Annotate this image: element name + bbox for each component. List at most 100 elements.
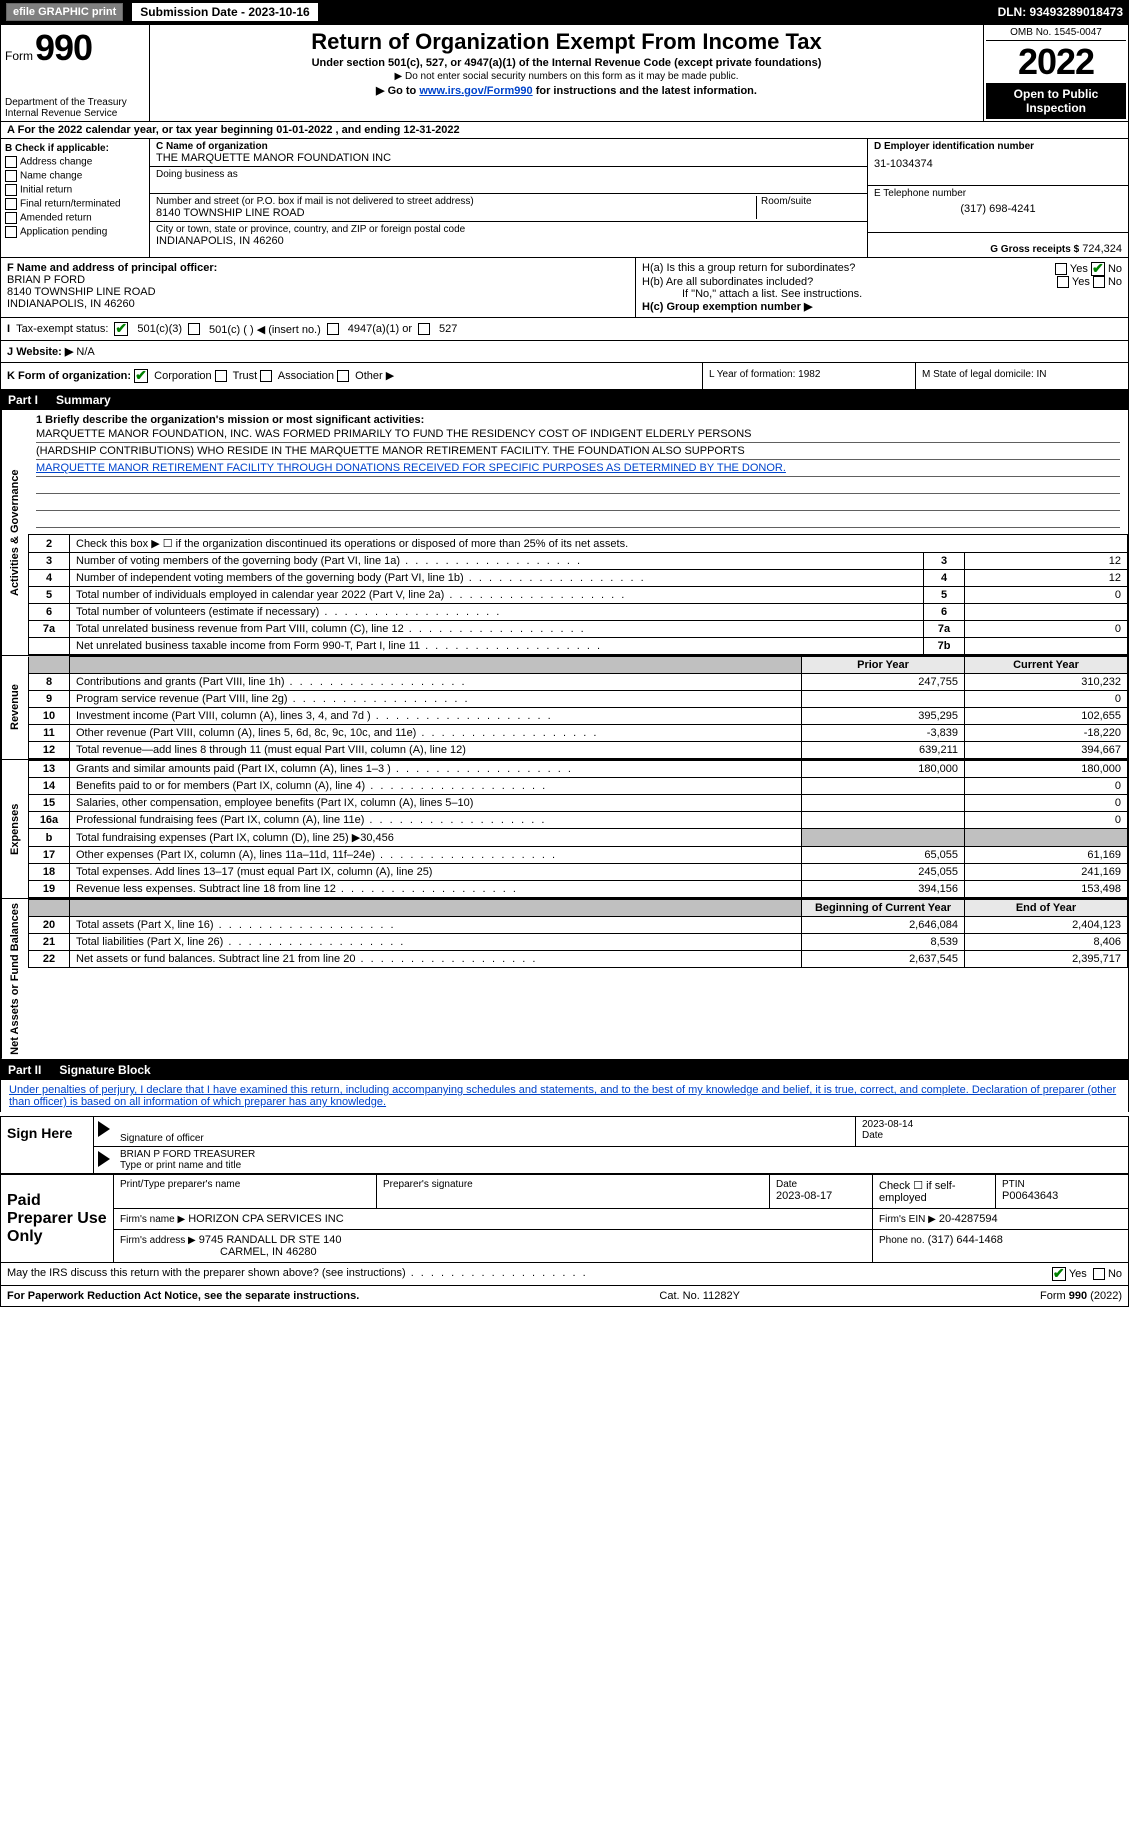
firm-name-value: HORIZON CPA SERVICES INC — [188, 1213, 343, 1225]
r21-n: 21 — [29, 934, 70, 951]
r14-n: 14 — [29, 778, 70, 795]
cb-amended-return[interactable]: Amended return — [5, 212, 145, 224]
b-label: B Check if applicable: — [5, 143, 145, 154]
r16b-t: Total fundraising expenses (Part IX, col… — [70, 829, 802, 847]
cb-trust[interactable] — [215, 370, 227, 382]
r7a-b: 7a — [924, 621, 965, 638]
r7a-n: 7a — [29, 621, 70, 638]
r20-c: 2,404,123 — [965, 917, 1128, 934]
cb-corporation[interactable] — [134, 369, 148, 383]
prep-name-label: Print/Type preparer's name — [120, 1179, 370, 1190]
instructions-text: for instructions and the latest informat… — [533, 85, 757, 97]
cb-initial-return[interactable]: Initial return — [5, 184, 145, 196]
h-group: H(a) Is this a group return for subordin… — [635, 258, 1128, 317]
hb-note: If "No," attach a list. See instructions… — [642, 288, 1122, 300]
r19-c: 153,498 — [965, 881, 1128, 898]
r5-n: 5 — [29, 587, 70, 604]
r8-p: 247,755 — [802, 674, 965, 691]
cb-application-pending[interactable]: Application pending — [5, 226, 145, 238]
row-f-h: F Name and address of principal officer:… — [0, 258, 1129, 318]
rev-hdr-blank1 — [29, 657, 70, 674]
opt-527: 527 — [439, 323, 457, 335]
cb-other[interactable] — [337, 370, 349, 382]
cb-501c3[interactable] — [114, 322, 128, 336]
r10-c: 102,655 — [965, 708, 1128, 725]
paid-preparer-label: Paid Preparer Use Only — [1, 1175, 114, 1263]
r3-n: 3 — [29, 553, 70, 570]
firm-addr-label: Firm's address ▶ — [120, 1235, 196, 1246]
sig-date-label: Date — [862, 1130, 1122, 1141]
prep-sig-label: Preparer's signature — [383, 1179, 763, 1190]
row-k-l-m: K Form of organization: Corporation Trus… — [0, 363, 1129, 390]
f-label: F Name and address of principal officer: — [7, 262, 629, 274]
may-irs-yesno: Yes No — [1052, 1267, 1122, 1281]
r7b-b: 7b — [924, 638, 965, 655]
part-i-header: Part I Summary — [0, 390, 1129, 410]
phone-value: (317) 698-4241 — [874, 203, 1122, 215]
arrow-icon — [98, 1121, 110, 1137]
ptin-label: PTIN — [1002, 1179, 1122, 1190]
row-a-tax-year: A For the 2022 calendar year, or tax yea… — [0, 122, 1129, 139]
r12-c: 394,667 — [965, 742, 1128, 759]
mission-q: 1 Briefly describe the organization's mi… — [36, 414, 1120, 426]
cb-address-change[interactable]: Address change — [5, 156, 145, 168]
hb-label: H(b) Are all subordinates included? — [642, 276, 813, 288]
rev-table: Prior Year Current Year 8Contributions a… — [28, 656, 1128, 759]
j-label: Website: ▶ — [16, 346, 73, 358]
r18-n: 18 — [29, 864, 70, 881]
sig-name-value: BRIAN P FORD TREASURER — [120, 1149, 1122, 1160]
tax-year-text: For the 2022 calendar year, or tax year … — [18, 124, 460, 136]
part-i-title: Summary — [56, 393, 111, 407]
cb-final-return[interactable]: Final return/terminated — [5, 198, 145, 210]
cb-501c[interactable] — [188, 323, 200, 335]
omb-number: OMB No. 1545-0047 — [986, 27, 1126, 41]
declaration-text[interactable]: Under penalties of perjury, I declare th… — [0, 1080, 1129, 1112]
r5-t: Total number of individuals employed in … — [70, 587, 924, 604]
r12-t: Total revenue—add lines 8 through 11 (mu… — [70, 742, 802, 759]
cb-discuss-yes[interactable] — [1052, 1267, 1066, 1281]
ha-yesno: Yes No — [1055, 262, 1122, 276]
tax-year: 2022 — [986, 41, 1126, 83]
g-receipts-cell: G Gross receipts $ 724,324 — [868, 233, 1128, 257]
mission-line-3[interactable]: MARQUETTE MANOR RETIREMENT FACILITY THRO… — [36, 462, 1120, 477]
col-b-checkboxes: B Check if applicable: Address change Na… — [1, 139, 150, 257]
row-2-text: Check this box ▶ ☐ if the organization d… — [70, 535, 1128, 553]
cb-4947[interactable] — [327, 323, 339, 335]
r6-n: 6 — [29, 604, 70, 621]
r21-p: 8,539 — [802, 934, 965, 951]
dba-label: Doing business as — [156, 169, 861, 180]
r22-c: 2,395,717 — [965, 951, 1128, 968]
hdr-prior: Prior Year — [802, 657, 965, 674]
r11-n: 11 — [29, 725, 70, 742]
irs-link[interactable]: www.irs.gov/Form990 — [419, 85, 532, 97]
firm-phone-label: Phone no. — [879, 1235, 925, 1246]
cb-527[interactable] — [418, 323, 430, 335]
sig-name-field: BRIAN P FORD TREASURER Type or print nam… — [114, 1147, 1128, 1173]
r16b-c — [965, 829, 1128, 847]
r7b-n — [29, 638, 70, 655]
row-2-num: 2 — [29, 535, 70, 553]
r7a-t: Total unrelated business revenue from Pa… — [70, 621, 924, 638]
net-hdr-blank1 — [29, 900, 70, 917]
c-name-label: C Name of organization — [156, 141, 861, 152]
open-to-public: Open to Public Inspection — [986, 83, 1126, 119]
r8-c: 310,232 — [965, 674, 1128, 691]
form-990-label: Form 990 — [5, 27, 145, 69]
submission-date-button[interactable]: Submission Date - 2023-10-16 — [131, 2, 318, 22]
cb-association[interactable] — [260, 370, 272, 382]
cb-discuss-no[interactable] — [1093, 1268, 1105, 1280]
cb-name-change[interactable]: Name change — [5, 170, 145, 182]
d-ein-cell: D Employer identification number 31-1034… — [868, 139, 1128, 186]
r15-p — [802, 795, 965, 812]
r22-p: 2,637,545 — [802, 951, 965, 968]
efile-label: efile GRAPHIC print — [6, 3, 123, 21]
opt-assoc: Association — [278, 370, 334, 382]
net-hdr-blank2 — [70, 900, 802, 917]
addr-label: Number and street (or P.O. box if mail i… — [156, 196, 756, 207]
vlabel-exp: Expenses — [1, 760, 28, 898]
form-word: Form — [5, 49, 33, 63]
opt-corp: Corporation — [154, 370, 211, 382]
r7b-t: Net unrelated business taxable income fr… — [70, 638, 924, 655]
section-gov: Activities & Governance 1 Briefly descri… — [1, 410, 1128, 655]
r3-t: Number of voting members of the governin… — [70, 553, 924, 570]
